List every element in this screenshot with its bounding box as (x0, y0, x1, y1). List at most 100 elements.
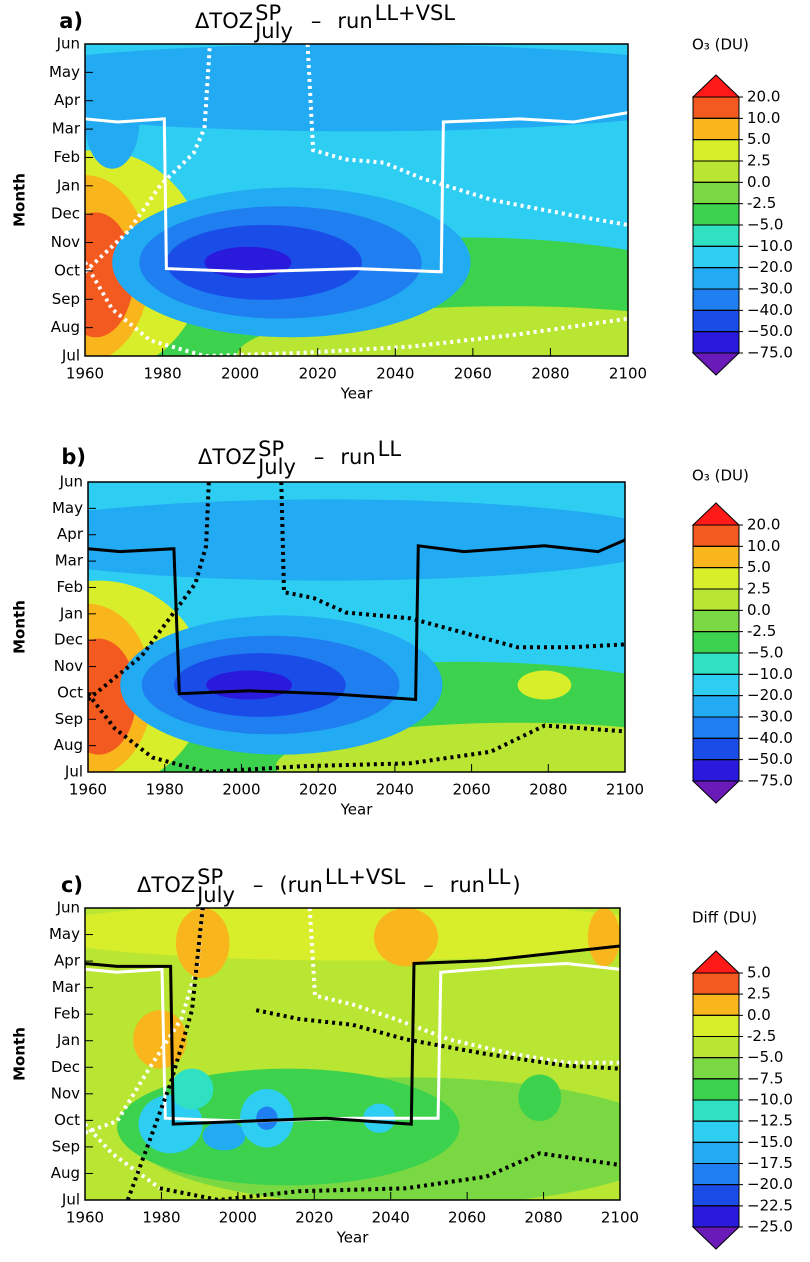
x-tick-label: 2040 (376, 365, 414, 383)
x-tick-label: 1960 (66, 365, 104, 383)
colorbar-label: 20.0 (747, 516, 780, 534)
x-tick-label: 2040 (372, 1209, 410, 1227)
colorbar-label: 2.5 (747, 580, 771, 598)
colorbar-label: −15.0 (747, 1133, 793, 1151)
colorbar-swatch (692, 139, 740, 162)
title-part: ΔTOZ (137, 873, 195, 897)
colorbar-label: −17.5 (747, 1154, 793, 1172)
dotted-line (279, 482, 625, 650)
colorbar-label: −10.0 (747, 1091, 793, 1109)
threshold-line (85, 111, 628, 274)
threshold-line (88, 538, 625, 702)
contour-region (170, 1068, 214, 1110)
title-part: – (253, 873, 264, 897)
y-tick-label: Aug (51, 1164, 80, 1182)
y-axis-label: Month (11, 1027, 29, 1081)
colorbar-title: Diff (DU) (692, 909, 757, 927)
colorbar-swatch (692, 545, 740, 569)
y-tick-label: Jan (56, 176, 80, 194)
colorbar-swatch (692, 1120, 740, 1143)
y-tick-label: Oct (54, 261, 80, 279)
colorbar-label: -2.5 (747, 1027, 776, 1045)
contour-region (256, 1106, 278, 1130)
colorbar-swatch (692, 567, 740, 590)
contour-region (138, 1094, 203, 1154)
dotted-line (255, 1008, 620, 1071)
colorbar-label: 0.0 (747, 173, 771, 191)
colorbar-swatch (692, 1014, 740, 1037)
y-tick-label: Dec (51, 205, 80, 223)
x-tick-label: 1960 (66, 1209, 104, 1227)
panel-label: a) (59, 9, 83, 33)
contour-region (175, 908, 230, 979)
y-axis-label: Month (11, 600, 29, 654)
colorbar-swatch (692, 117, 740, 141)
colorbar-swatch (692, 972, 740, 995)
x-tick-label: 2100 (606, 781, 644, 799)
y-tick-label: Jan (56, 1031, 80, 1049)
y-tick-label: Aug (51, 318, 80, 336)
colorbar-label: −25.0 (747, 1218, 793, 1236)
colorbar-label: 10.0 (747, 537, 780, 555)
x-tick-label: 2080 (524, 1209, 562, 1227)
colorbar-swatch (692, 993, 740, 1016)
colorbar-label: 20.0 (747, 88, 780, 106)
x-tick-label: 2000 (221, 365, 259, 383)
colorbar-bottom (691, 1226, 741, 1250)
colorbar-swatch (692, 609, 740, 633)
title-part: ) (512, 873, 520, 897)
contour-region (517, 670, 572, 700)
x-tick-label: 2040 (376, 781, 414, 799)
colorbar-swatch (692, 588, 740, 611)
x-tick-label: 2020 (299, 781, 337, 799)
y-tick-label: May (49, 925, 80, 943)
y-tick-label: Mar (52, 120, 81, 138)
colorbar-swatch (692, 1036, 740, 1059)
contour-region (204, 246, 292, 278)
y-tick-label: Jul (61, 1191, 80, 1209)
colorbar-swatch (692, 1099, 740, 1122)
y-tick-label: Aug (54, 736, 83, 754)
colorbar-swatch (692, 267, 740, 290)
x-tick-label: 1980 (143, 365, 181, 383)
title-part: LL (487, 865, 511, 889)
contour-field (85, 908, 620, 1200)
x-tick-label: 2060 (448, 1209, 486, 1227)
x-tick-label: 2060 (454, 365, 492, 383)
title-part: – (311, 9, 322, 33)
colorbar-label: −50.0 (747, 322, 793, 340)
x-tick-label: 2100 (601, 1209, 639, 1227)
x-tick-label: 1980 (142, 1209, 180, 1227)
title-part: ΔTOZ (198, 445, 256, 469)
dotted-line (305, 44, 628, 227)
dotted-line (159, 1151, 620, 1200)
colorbar-title: O₃ (DU) (692, 467, 749, 485)
threshold-line (85, 961, 620, 1123)
colorbar-swatch (692, 1078, 740, 1101)
colorbar-swatch (692, 1184, 740, 1207)
plot-frame (84, 43, 629, 357)
colorbar-label: 10.0 (747, 109, 780, 127)
y-tick-label: Jun (56, 35, 80, 53)
x-tick-label: 2080 (531, 365, 569, 383)
title-part: SP (197, 865, 223, 889)
y-tick-label: Oct (54, 1111, 80, 1129)
colorbar-label: −40.0 (747, 729, 793, 747)
x-tick-label: 2060 (452, 781, 490, 799)
colorbar-label: −20.0 (747, 1175, 793, 1193)
colorbar-title: O₃ (DU) (692, 36, 749, 54)
colorbar-label: −75.0 (747, 772, 793, 790)
colorbar-label: 5.0 (747, 558, 771, 576)
colorbar-top (691, 502, 741, 526)
colorbar-swatch (692, 1057, 740, 1080)
x-tick-label: 2020 (299, 365, 337, 383)
colorbar-swatch (692, 245, 740, 269)
y-tick-label: Dec (51, 1058, 80, 1076)
colorbar-top (691, 950, 741, 974)
colorbar-swatch (692, 1141, 740, 1165)
title-part: July (253, 19, 293, 43)
colorbar-label: −5.0 (747, 216, 783, 234)
colorbar-swatch (692, 716, 740, 739)
colorbar-label: -2.5 (747, 194, 776, 212)
